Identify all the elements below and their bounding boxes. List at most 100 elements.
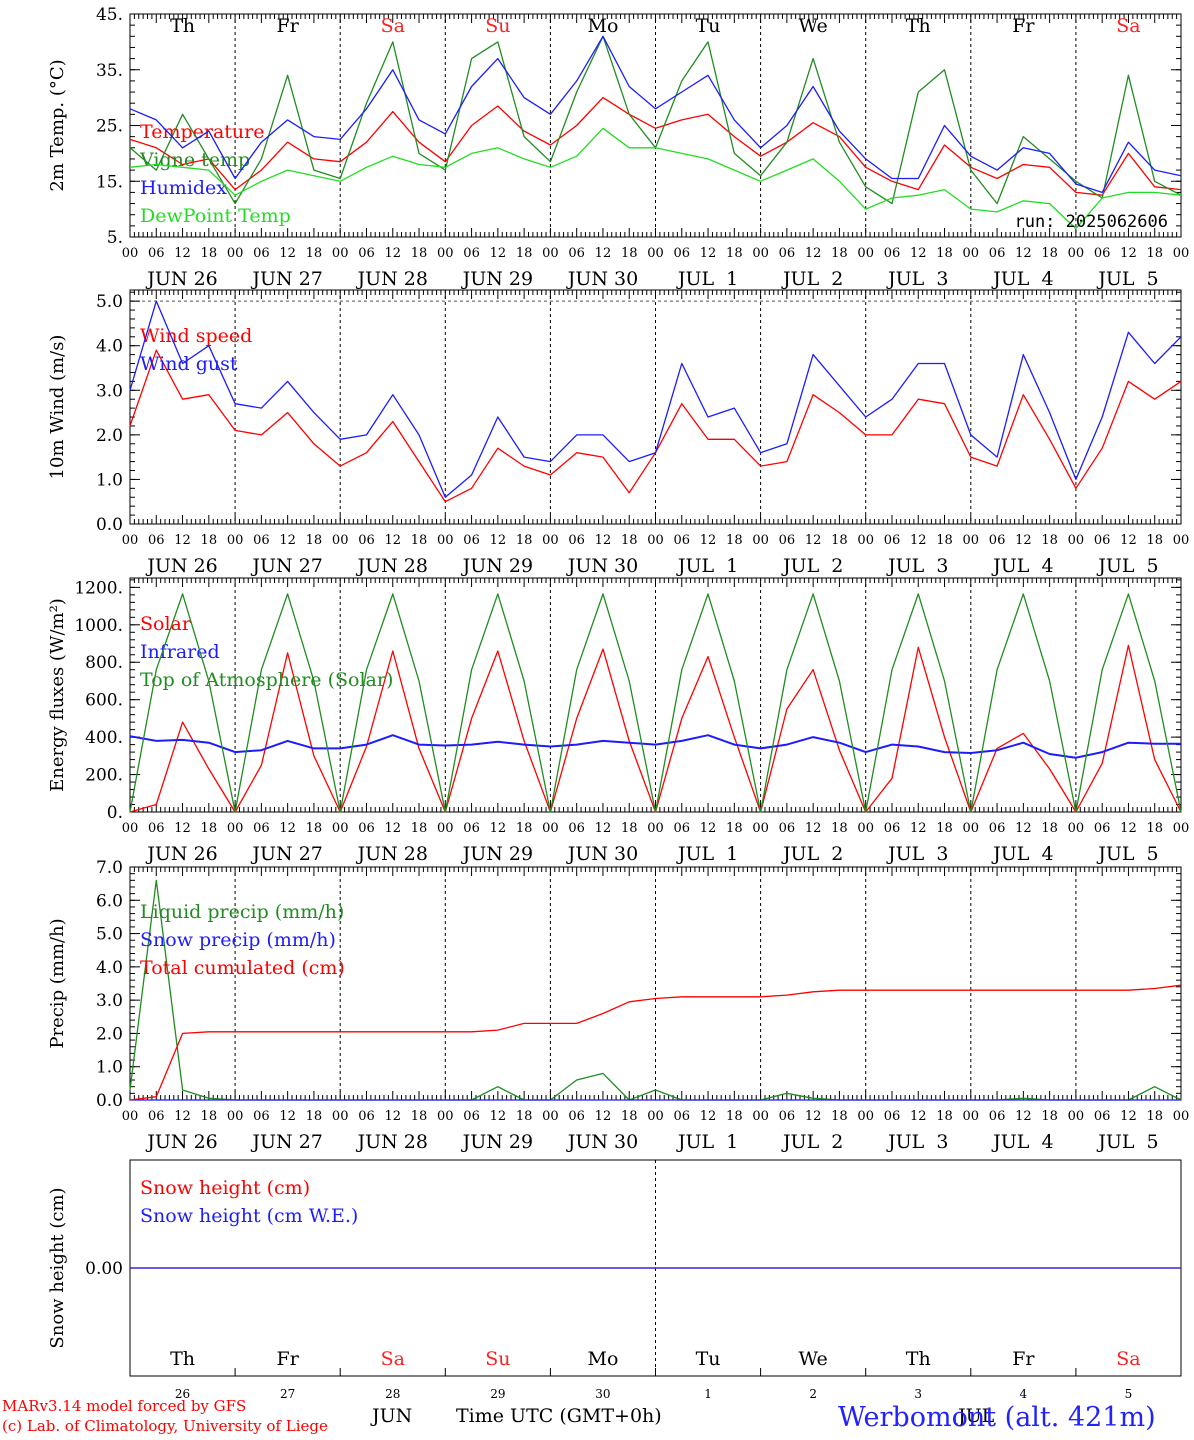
day-number-label: 5 [1125,1387,1133,1401]
hour-tick-label: 18 [936,533,953,548]
y-tick-label: 400. [85,728,123,748]
date-label: JUL 4 [991,555,1053,577]
series-line-energy-1 [129,734,1181,759]
hour-tick-label: 12 [1120,533,1137,548]
hour-tick-label: 18 [831,1109,848,1124]
legend-entry: Liquid precip (mm/h) [140,901,344,923]
y-tick-label: 4.0 [96,337,123,357]
hour-tick-label: 18 [1041,1109,1058,1124]
date-label: JUN 29 [461,268,533,290]
weekday-label: We [799,15,828,37]
hour-tick-label: 18 [831,533,848,548]
legend-entry: Snow height (cm) [140,1177,310,1199]
hour-tick-label: 06 [989,821,1006,836]
hour-tick-label: 18 [516,533,533,548]
hour-tick-label: 18 [411,246,428,261]
hour-tick-label: 18 [726,821,743,836]
weekday-label: Fr [1012,1348,1035,1370]
hour-tick-label: 18 [621,1109,638,1124]
hour-tick-label: 06 [568,533,585,548]
y-tick-label: 6.0 [96,891,123,911]
series-line-precip-2 [129,984,1182,1101]
y-tick-label: 3.0 [96,991,123,1011]
legend-entry: Temperature [140,121,264,143]
y-tick-label: 5. [107,228,123,248]
hour-tick-label: 00 [1068,1109,1085,1124]
hour-tick-label: 18 [201,533,218,548]
hour-tick-label: 12 [1120,1109,1137,1124]
hour-tick-label: 06 [148,246,165,261]
hour-tick-label: 18 [306,821,323,836]
hour-tick-label: 00 [227,821,244,836]
day-number-label: 29 [490,1387,505,1401]
y-tick-label: 1000. [74,616,123,636]
hour-tick-label: 12 [595,821,612,836]
date-label: JUN 27 [250,268,322,290]
hour-tick-label: 06 [148,1109,165,1124]
hour-tick-label: 12 [384,533,401,548]
hour-tick-label: 00 [857,246,874,261]
date-label: JUN 26 [145,843,217,865]
series-line-temp-0 [129,96,1182,196]
weekday-label: Th [170,1348,195,1370]
hour-tick-label: 12 [910,246,927,261]
month-label-left: JUN [372,1405,413,1427]
hour-tick-label: 18 [201,1109,218,1124]
hour-tick-label: 06 [253,821,270,836]
hour-tick-label: 06 [884,821,901,836]
hour-tick-label: 06 [1094,246,1111,261]
station-title: Werbomont (alt. 421m) [838,1402,1156,1433]
hour-tick-label: 12 [384,1109,401,1124]
hour-tick-label: 12 [595,533,612,548]
hour-tick-label: 00 [122,1109,139,1124]
hour-tick-label: 12 [700,821,717,836]
hour-tick-label: 18 [936,821,953,836]
hour-tick-label: 06 [674,533,691,548]
hour-tick-label: 06 [1094,1109,1111,1124]
weekday-label: Sa [381,1348,405,1370]
hour-tick-label: 00 [647,821,664,836]
hour-tick-label: 00 [437,246,454,261]
hour-tick-label: 00 [1173,821,1190,836]
series-line-temp-2 [129,35,1182,194]
hour-tick-label: 12 [174,1109,191,1124]
hour-tick-label: 06 [568,1109,585,1124]
weekday-label: Th [170,15,195,37]
hour-tick-label: 18 [1041,821,1058,836]
y-tick-label: 600. [85,691,123,711]
y-tick-label: 0.00 [85,1259,123,1279]
y-tick-label: 2.0 [96,1024,123,1044]
hour-tick-label: 18 [1041,246,1058,261]
y-tick-label: 0.0 [96,1091,123,1111]
hour-tick-label: 00 [1173,533,1190,548]
hour-tick-label: 06 [779,821,796,836]
date-label: JUL 2 [781,843,843,865]
date-label: JUL 2 [781,1131,843,1153]
day-number-label: 26 [175,1387,190,1401]
hour-tick-label: 00 [332,246,349,261]
y-tick-label: 35. [96,61,123,81]
weekday-label: Tu [696,1348,721,1370]
y-tick-label: 0. [107,803,123,823]
hour-tick-label: 12 [700,533,717,548]
legend-entry: Wind gust [140,353,238,375]
legend-entry: Top of Atmosphere (Solar) [140,669,393,691]
date-label: JUN 30 [566,1131,638,1153]
y-tick-label: 7.0 [96,858,123,878]
y-tick-label: 5.0 [96,925,123,945]
date-label: JUN 30 [566,843,638,865]
hour-tick-label: 18 [831,246,848,261]
hour-tick-label: 12 [490,1109,507,1124]
weekday-label: Sa [1116,15,1140,37]
day-number-label: 1 [704,1387,712,1401]
date-label: JUL 2 [781,555,843,577]
hour-tick-label: 06 [568,246,585,261]
day-number-label: 28 [385,1387,400,1401]
hour-tick-label: 06 [779,1109,796,1124]
hour-tick-label: 06 [884,246,901,261]
date-label: JUL 2 [781,268,843,290]
x-axis-title: Time UTC (GMT+0h) [456,1405,662,1427]
y-tick-label: 1200. [74,578,123,598]
weekday-label: Su [485,15,510,37]
y-tick-label: 15. [96,172,123,192]
